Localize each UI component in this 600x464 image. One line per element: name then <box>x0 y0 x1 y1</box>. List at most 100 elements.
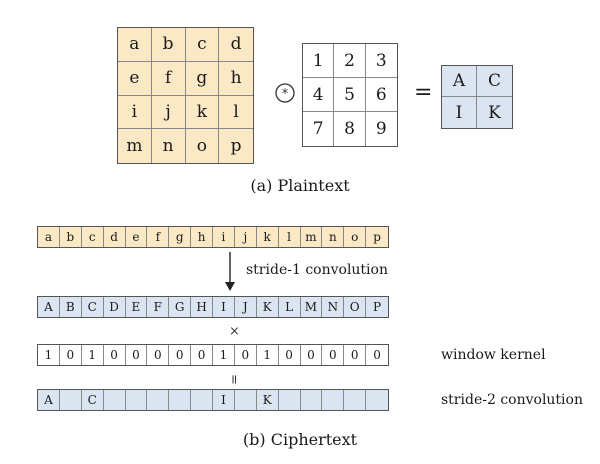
row-cell: p <box>373 230 381 244</box>
grid-cell: o <box>185 129 220 163</box>
row-cell: 0 <box>104 345 126 365</box>
row-cell: B <box>60 297 82 317</box>
row-cell: b <box>60 227 82 247</box>
row-cell: I <box>213 390 235 410</box>
row-cell <box>301 390 323 410</box>
row-cell <box>322 390 345 410</box>
grid-cell: j <box>151 95 186 130</box>
times-sign: × <box>229 324 240 339</box>
row-cell <box>344 390 367 410</box>
row-cell: j <box>235 227 257 247</box>
row-cell: 0 <box>169 345 192 365</box>
grid-cell: m <box>118 129 152 163</box>
row-cell: C <box>82 390 104 410</box>
row-cell: 0 <box>344 345 367 365</box>
row-cell <box>147 390 170 410</box>
row-cell: c <box>82 227 104 247</box>
row-cell: D <box>104 297 126 317</box>
row-cell: 0 <box>60 345 82 365</box>
grid-cell: h <box>219 61 253 96</box>
row-cell: E <box>126 297 148 317</box>
row-cell: a <box>38 227 60 247</box>
stride-2-label: stride-2 convolution <box>441 392 583 408</box>
row-cell: H <box>191 297 213 317</box>
caption-a: (a) Plaintext <box>250 176 350 195</box>
row-cell: G <box>169 297 192 317</box>
down-arrow-icon <box>225 252 235 291</box>
grid-cell: k <box>185 95 220 130</box>
grid-cell: l <box>219 95 253 130</box>
row-cell: M <box>301 297 323 317</box>
grid-cell: 6 <box>365 78 397 112</box>
grid-cell: a <box>118 28 152 62</box>
grid-cell: n <box>151 129 186 163</box>
row-cell: l <box>279 227 301 247</box>
convolution-operator: * <box>274 82 296 110</box>
row-cell <box>104 390 126 410</box>
row-cell: k <box>257 227 279 247</box>
grid-cell: p <box>219 129 253 163</box>
grid-cell: 1 <box>303 44 335 78</box>
grid-cell: 3 <box>365 44 397 78</box>
row-cell: 1 <box>257 345 279 365</box>
row-cell: K <box>257 297 279 317</box>
svg-text:*: * <box>282 87 289 102</box>
grid-cell: C <box>477 66 512 97</box>
grid-cell: 2 <box>334 44 366 78</box>
row-cell <box>279 390 301 410</box>
row-cell: m <box>301 227 323 247</box>
row-cell: 0 <box>191 345 213 365</box>
grid-cell: f <box>151 61 186 96</box>
row-cell: N <box>322 297 345 317</box>
circled-asterisk-icon: * <box>275 83 295 103</box>
grid-cell: g <box>185 61 220 96</box>
row-cell: K <box>257 390 279 410</box>
grid-cell: 5 <box>334 78 366 112</box>
row-cell: e <box>126 227 148 247</box>
row-cell: h <box>191 227 213 247</box>
row-cell: 1 <box>82 345 104 365</box>
grid-cell: K <box>477 97 512 128</box>
grid-cell: i <box>118 95 152 130</box>
row-cell: f <box>147 227 170 247</box>
row-cell <box>366 390 388 410</box>
row-cell: 0 <box>279 345 301 365</box>
row-cell: 0 <box>147 345 170 365</box>
grid-cell: c <box>185 28 220 62</box>
window-kernel-label: window kernel <box>441 347 546 363</box>
row-cell <box>169 390 192 410</box>
row-cell: 0 <box>373 348 381 362</box>
grid-cell: 9 <box>365 112 397 146</box>
equals-sign: = <box>414 80 433 105</box>
row-cell: F <box>147 297 170 317</box>
row-cell: g <box>169 227 192 247</box>
caption-b: (b) Ciphertext <box>242 430 358 449</box>
row-cell: I <box>213 297 235 317</box>
row-cell: 1 <box>213 345 235 365</box>
grid-cell: d <box>219 28 253 62</box>
row-cell: A <box>38 297 60 317</box>
grid-cell: 4 <box>303 78 335 112</box>
row-cell: 0 <box>126 345 148 365</box>
equals-sign-vertical: = <box>225 374 241 385</box>
row-cell <box>60 390 82 410</box>
grid-cell: 8 <box>334 112 366 146</box>
row-cell: 0 <box>301 345 323 365</box>
row-cell <box>191 390 213 410</box>
row-cell: A <box>38 390 60 410</box>
row-cell: o <box>344 227 367 247</box>
row-cell: P <box>373 300 382 314</box>
row-cell: O <box>344 297 367 317</box>
row-cell: L <box>279 297 301 317</box>
grid-cell: I <box>442 97 477 128</box>
grid-cell: b <box>151 28 186 62</box>
row-cell: 1 <box>38 345 60 365</box>
row-cell: i <box>213 227 235 247</box>
